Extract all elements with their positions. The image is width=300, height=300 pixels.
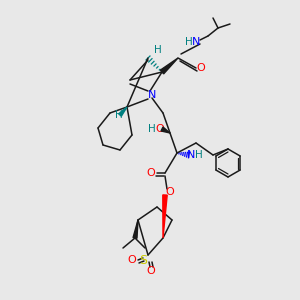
- Text: H: H: [185, 37, 193, 47]
- Text: H: H: [154, 45, 162, 55]
- Text: O: O: [147, 266, 155, 276]
- Text: S: S: [139, 254, 147, 268]
- Text: H: H: [148, 124, 156, 134]
- Text: H: H: [115, 110, 123, 120]
- Text: O: O: [196, 63, 206, 73]
- Polygon shape: [133, 220, 138, 238]
- Text: O: O: [156, 124, 164, 134]
- Text: N: N: [148, 90, 156, 100]
- Polygon shape: [118, 107, 127, 116]
- Text: O: O: [166, 187, 174, 197]
- Text: O: O: [147, 168, 155, 178]
- Text: N: N: [187, 150, 195, 160]
- Text: H: H: [195, 150, 203, 160]
- Polygon shape: [160, 58, 178, 74]
- Polygon shape: [161, 127, 170, 133]
- Text: N: N: [192, 37, 200, 47]
- Text: O: O: [128, 255, 136, 265]
- Polygon shape: [163, 195, 167, 238]
